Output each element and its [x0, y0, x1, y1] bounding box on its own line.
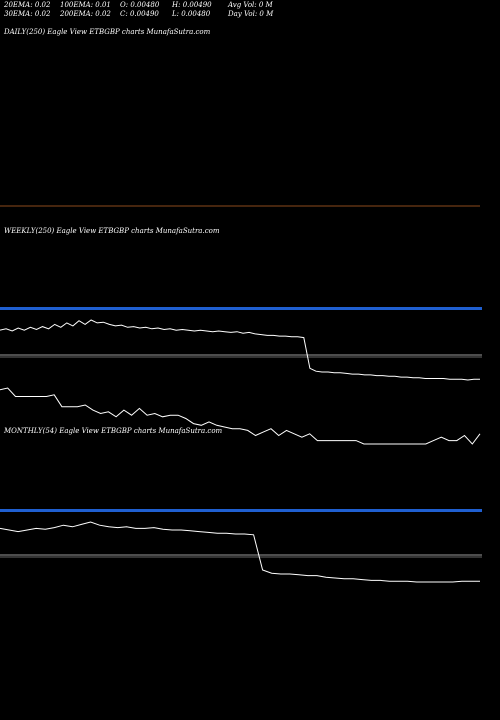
- day-vol-stat: Day Vol: 0 M: [228, 10, 274, 18]
- high-stat: H: 0.00490: [172, 1, 212, 9]
- ema30-stat: 30EMA: 0.02: [4, 10, 51, 18]
- weekly-panel-label: WEEKLY(250) Eagle View ETBGBP charts Mun…: [4, 227, 220, 235]
- ema20-stat: 20EMA: 0.02: [4, 1, 51, 9]
- avg-vol-stat: Avg Vol: 0 M: [228, 1, 273, 9]
- monthly-price-line: [0, 521, 480, 583]
- monthly-blue-band: [0, 509, 482, 512]
- monthly-panel-label: MONTHLY(54) Eagle View ETBGBP charts Mun…: [4, 427, 223, 435]
- open-stat: O: 0.00480: [120, 1, 160, 9]
- close-stat: C: 0.00490: [120, 10, 159, 18]
- ema100-stat: 100EMA: 0.01: [60, 1, 111, 9]
- ema200-stat: 200EMA: 0.02: [60, 10, 111, 18]
- weekly-volume-line: [0, 387, 481, 445]
- weekly-price-line: [0, 319, 480, 381]
- daily-panel-label: DAILY(250) Eagle View ETBGBP charts Muna…: [4, 28, 211, 36]
- weekly-blue-band: [0, 307, 482, 310]
- low-stat: L: 0.00480: [172, 10, 211, 18]
